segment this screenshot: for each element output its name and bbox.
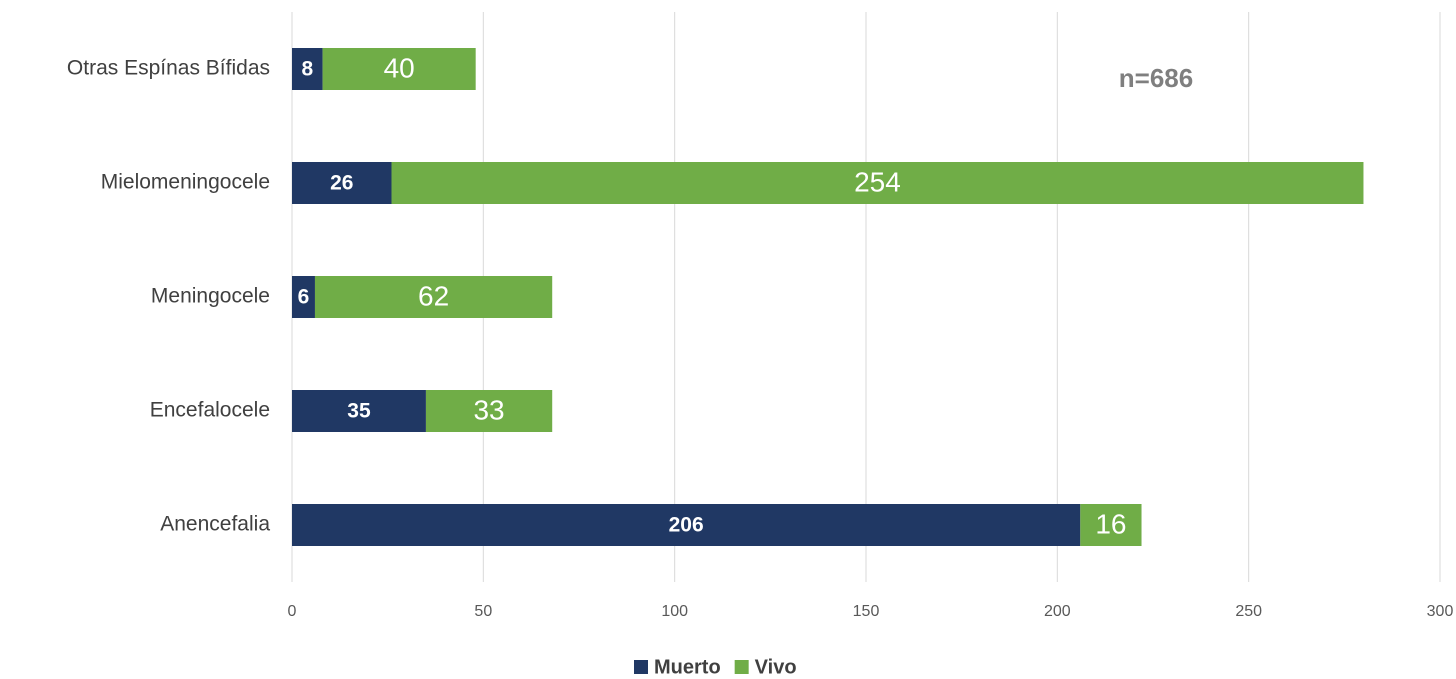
data-label: 40: [384, 52, 415, 83]
x-tick-label: 50: [474, 603, 492, 620]
x-tick-label: 150: [853, 603, 880, 620]
data-label: 33: [473, 394, 504, 425]
category-label: Meningocele: [151, 285, 270, 308]
x-tick-label: 200: [1044, 603, 1071, 620]
bar-segment: [314, 276, 553, 318]
bar-segment: [292, 162, 392, 204]
category-label: Anencefalia: [160, 513, 270, 536]
legend-label: Vivo: [755, 656, 797, 678]
bar-segment: [292, 390, 426, 432]
data-label: 8: [301, 58, 313, 81]
bar-segment: [1080, 504, 1142, 546]
data-label: 16: [1095, 508, 1126, 539]
x-tick-label: 250: [1235, 603, 1262, 620]
bar-segment: [425, 390, 553, 432]
bar-segment: [292, 504, 1081, 546]
x-tick-label: 300: [1427, 603, 1454, 620]
data-label: 62: [418, 280, 449, 311]
data-label: 206: [669, 514, 704, 537]
bar-segment: [391, 162, 1364, 204]
bar-segment: [292, 48, 323, 90]
legend-swatch: [634, 660, 648, 674]
bar-segment: [322, 48, 476, 90]
category-label: Encefalocele: [150, 399, 270, 422]
category-label: Mielomeningocele: [101, 171, 270, 194]
data-label: 6: [298, 286, 310, 309]
legend-label: Muerto: [654, 656, 721, 678]
category-label: Otras Espínas Bífidas: [67, 57, 270, 80]
x-tick-label: 0: [288, 603, 297, 620]
legend-swatch: [734, 660, 749, 674]
bar-segment: [292, 276, 315, 318]
x-tick-label: 100: [661, 603, 688, 620]
annotation: n=686: [1119, 63, 1193, 93]
data-label: 35: [347, 400, 371, 423]
data-label: 26: [330, 172, 353, 195]
data-label: 254: [854, 166, 901, 197]
